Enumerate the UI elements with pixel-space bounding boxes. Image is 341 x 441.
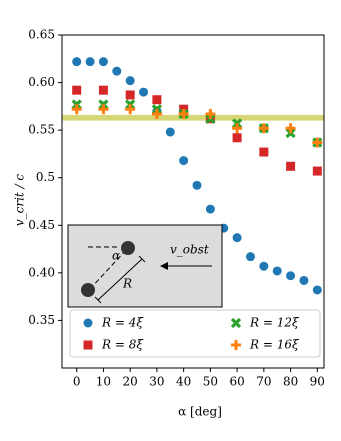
point — [232, 123, 243, 134]
legend-frame — [69, 309, 321, 358]
y-tick-label: 0.45 — [28, 218, 55, 232]
x-tick-label: 80 — [283, 375, 298, 389]
point — [112, 66, 122, 76]
point — [125, 76, 135, 86]
point — [72, 57, 82, 67]
x-axis-label: α [deg] — [178, 405, 222, 419]
legend-label: R = 12ξ — [249, 316, 300, 330]
point — [312, 166, 322, 176]
point — [125, 104, 136, 115]
point — [192, 180, 202, 190]
point — [232, 133, 242, 143]
point — [272, 266, 282, 276]
x-tick-label: 0 — [73, 375, 81, 389]
point — [299, 275, 309, 285]
point — [85, 57, 95, 67]
inset-dash — [89, 249, 127, 290]
inset: α v_obst R — [67, 224, 223, 308]
legend-label: R = 4ξ — [101, 316, 144, 330]
legend-marker — [231, 340, 241, 350]
inset-velocity: v_obst — [170, 243, 209, 257]
reference-band — [62, 114, 324, 121]
point — [125, 90, 135, 100]
inset-distance: R — [122, 277, 132, 291]
y-tick-label: 0.65 — [28, 28, 55, 42]
x-tick-label: 90 — [310, 375, 325, 389]
point — [139, 87, 149, 97]
x-tick-label: 20 — [123, 375, 138, 389]
point — [285, 123, 296, 134]
point — [98, 85, 108, 95]
point — [312, 285, 322, 295]
legend: R = 4ξ R = 8ξ R = 12ξ R = 16ξ — [69, 309, 321, 358]
inset-alpha: α — [112, 249, 120, 263]
legend-marker — [83, 340, 93, 350]
x-tick-label: 70 — [256, 375, 271, 389]
legend-marker — [83, 318, 93, 328]
point — [259, 261, 269, 271]
inset-ruler — [94, 296, 102, 304]
point — [151, 108, 162, 119]
point — [178, 108, 189, 119]
point — [165, 127, 175, 137]
y-tick-label: 0.5 — [36, 170, 55, 184]
plot: 0 10 20 30 40 50 60 70 80 90 0.35 0.40 0.45 0.5 0.55 0.… — [28, 28, 325, 389]
point — [205, 204, 215, 214]
vortex — [81, 283, 95, 297]
point — [71, 104, 82, 115]
inset-arrowhead — [160, 262, 168, 270]
y-tick-label: 0.40 — [28, 265, 55, 279]
x-tick-label: 10 — [96, 375, 111, 389]
inset-ruler — [97, 258, 143, 301]
y-tick-label: 0.55 — [28, 123, 55, 137]
point — [232, 233, 242, 243]
point — [205, 108, 216, 119]
point — [286, 161, 296, 171]
legend-label: R = 16ξ — [249, 338, 300, 352]
point — [179, 156, 189, 166]
x-tick-label: 30 — [149, 375, 164, 389]
vortex — [121, 241, 135, 255]
legend-label: R = 8ξ — [101, 338, 144, 352]
point — [312, 137, 323, 148]
x-tick-label: 60 — [229, 375, 244, 389]
legend-marker — [230, 317, 242, 329]
y-tick-label: 0.35 — [28, 313, 55, 327]
point — [98, 104, 109, 115]
point — [98, 57, 108, 67]
point — [245, 252, 255, 262]
point — [72, 85, 82, 95]
point — [286, 271, 296, 281]
x-tick-label: 40 — [176, 375, 191, 389]
point — [258, 123, 269, 134]
point — [259, 147, 269, 157]
point — [152, 95, 162, 105]
y-tick-label: 0.60 — [28, 75, 55, 89]
inset-ruler — [138, 255, 146, 263]
x-tick-label: 50 — [203, 375, 218, 389]
y-axis-label: v_crit / c — [13, 174, 27, 227]
plot-frame — [61, 34, 325, 369]
